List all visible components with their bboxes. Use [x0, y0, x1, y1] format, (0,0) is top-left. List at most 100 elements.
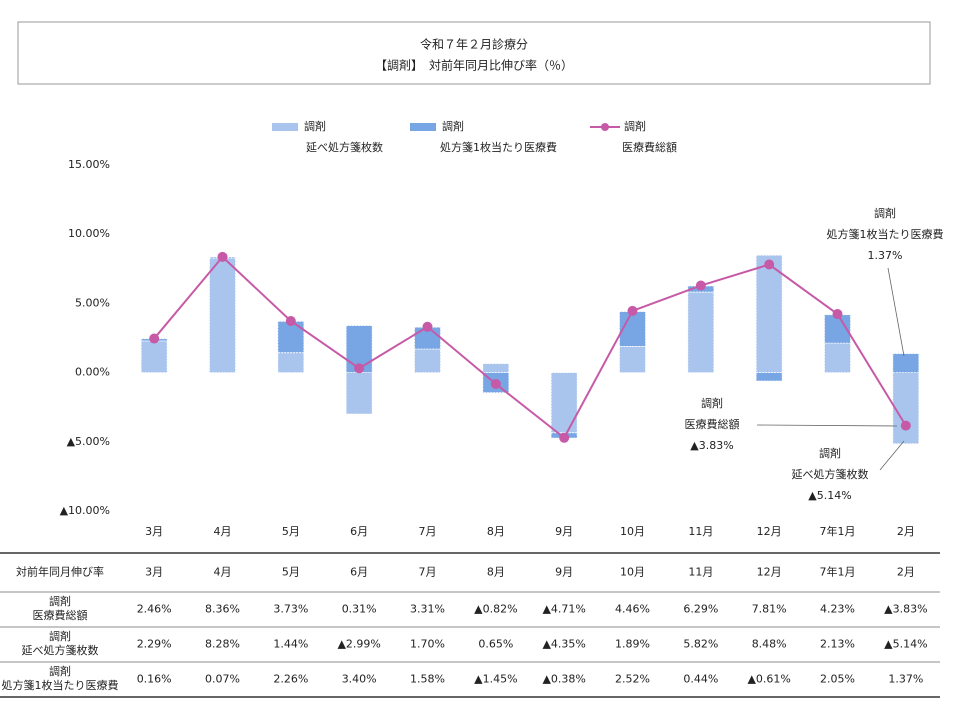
table-header: 7月 — [419, 566, 437, 579]
legend-label: 医療費総額 — [622, 140, 677, 154]
x-tick-label: 6月 — [350, 525, 368, 538]
annotation-leader — [879, 440, 905, 471]
bar — [550, 372, 578, 434]
table-header: 9月 — [555, 566, 573, 579]
y-tick-label: 10.00% — [68, 227, 110, 240]
table-header: 8月 — [487, 566, 505, 579]
row-label: 調剤 — [49, 629, 71, 643]
table-cell: 5.82% — [683, 638, 718, 651]
table-cell: ▲4.35% — [542, 638, 585, 651]
table-cell: 0.44% — [683, 673, 718, 686]
table-cell: 8.36% — [205, 603, 240, 616]
annotation: 医療費総額 — [685, 417, 740, 431]
table-cell: 8.48% — [752, 638, 787, 651]
bar — [482, 363, 510, 374]
line-point — [764, 259, 775, 270]
table-cell: 0.65% — [478, 638, 513, 651]
y-tick-label: ▲5.00% — [67, 435, 110, 448]
bar — [414, 348, 441, 373]
annotation: 1.37% — [868, 249, 903, 262]
x-tick-label: 2月 — [897, 525, 915, 538]
table-cell: ▲1.45% — [474, 673, 517, 686]
x-tick-label: 3月 — [145, 525, 163, 538]
table-cell: 1.37% — [888, 673, 923, 686]
annotation-leader — [756, 424, 898, 427]
line-point — [285, 315, 296, 326]
table-header: 2月 — [897, 566, 915, 579]
y-tick-label: 5.00% — [75, 296, 110, 309]
x-tick-label: 12月 — [757, 525, 782, 538]
annotation: ▲3.83% — [690, 439, 733, 452]
table-cell: 3.31% — [410, 603, 445, 616]
table-cell: 2.05% — [820, 673, 855, 686]
table-header: 12月 — [757, 566, 782, 579]
line-point — [695, 280, 706, 291]
line-point — [354, 363, 365, 374]
annotation: 調剤 — [874, 206, 896, 220]
legend-label: 処方箋1枚当たり医療費 — [440, 140, 557, 154]
row-label: 処方箋1枚当たり医療費 — [2, 678, 119, 692]
table-cell: 2.46% — [137, 603, 172, 616]
table-cell: ▲3.83% — [884, 603, 927, 616]
x-tick-label: 9月 — [555, 525, 573, 538]
table-cell: 8.28% — [205, 638, 240, 651]
y-tick-label: ▲10.00% — [60, 504, 110, 517]
chart-subtitle: 【調剤】 対前年同月比伸び率（％） — [375, 58, 573, 73]
legend-label: 延べ処方箋枚数 — [306, 140, 383, 154]
line-point — [149, 333, 160, 344]
table-cell: 4.23% — [820, 603, 855, 616]
line — [153, 255, 907, 440]
legend-swatch — [601, 123, 609, 131]
x-tick-label: 7年1月 — [820, 524, 856, 538]
y-tick-label: 0.00% — [75, 366, 110, 379]
legend-label: 調剤 — [304, 119, 326, 133]
annotation: 調剤 — [819, 446, 841, 460]
table-cell: 2.13% — [820, 638, 855, 651]
line-point — [900, 420, 911, 431]
table-cell: 1.89% — [615, 638, 650, 651]
annotation: 調剤 — [701, 396, 723, 410]
table-cell: 0.31% — [342, 603, 377, 616]
table-cell: 4.46% — [615, 603, 650, 616]
table-header: 7年1月 — [820, 565, 856, 579]
x-tick-label: 7月 — [419, 525, 437, 538]
annotation: 延べ処方箋枚数 — [792, 467, 869, 481]
table-cell: 6.29% — [683, 603, 718, 616]
x-tick-label: 4月 — [214, 525, 232, 538]
bar — [277, 352, 305, 374]
table-cell: 2.26% — [273, 673, 308, 686]
bar — [892, 353, 920, 373]
table-cell: 1.58% — [410, 673, 445, 686]
x-tick-label: 10月 — [620, 525, 645, 538]
y-tick-label: 15.00% — [68, 158, 110, 171]
table-cell: 2.29% — [137, 638, 172, 651]
line-point — [490, 378, 501, 389]
line-point — [627, 305, 638, 316]
legend-label: 調剤 — [442, 119, 464, 133]
line-point — [217, 251, 228, 262]
line-point — [422, 321, 433, 332]
table-cell: ▲2.99% — [337, 638, 380, 651]
x-tick-label: 5月 — [282, 525, 300, 538]
table-cell: 1.44% — [273, 638, 308, 651]
table-cell: 2.52% — [615, 673, 650, 686]
row-label: 調剤 — [49, 594, 71, 608]
row-label: 医療費総額 — [33, 608, 88, 622]
table-cell: 1.70% — [410, 638, 445, 651]
table-cell: ▲0.38% — [542, 673, 585, 686]
line-point — [832, 309, 843, 320]
annotation: ▲5.14% — [808, 489, 851, 502]
table-cell: ▲0.61% — [747, 673, 790, 686]
bar — [140, 340, 168, 374]
table-cell: ▲0.82% — [474, 603, 517, 616]
table-header: 11月 — [688, 566, 713, 579]
legend-swatch — [272, 123, 298, 131]
table-cell: 3.40% — [342, 673, 377, 686]
table-cell: 0.07% — [205, 673, 240, 686]
row-label: 調剤 — [49, 664, 71, 678]
bar — [892, 372, 920, 445]
table-header: 5月 — [282, 566, 300, 579]
bar — [619, 346, 646, 374]
bar — [755, 254, 783, 373]
